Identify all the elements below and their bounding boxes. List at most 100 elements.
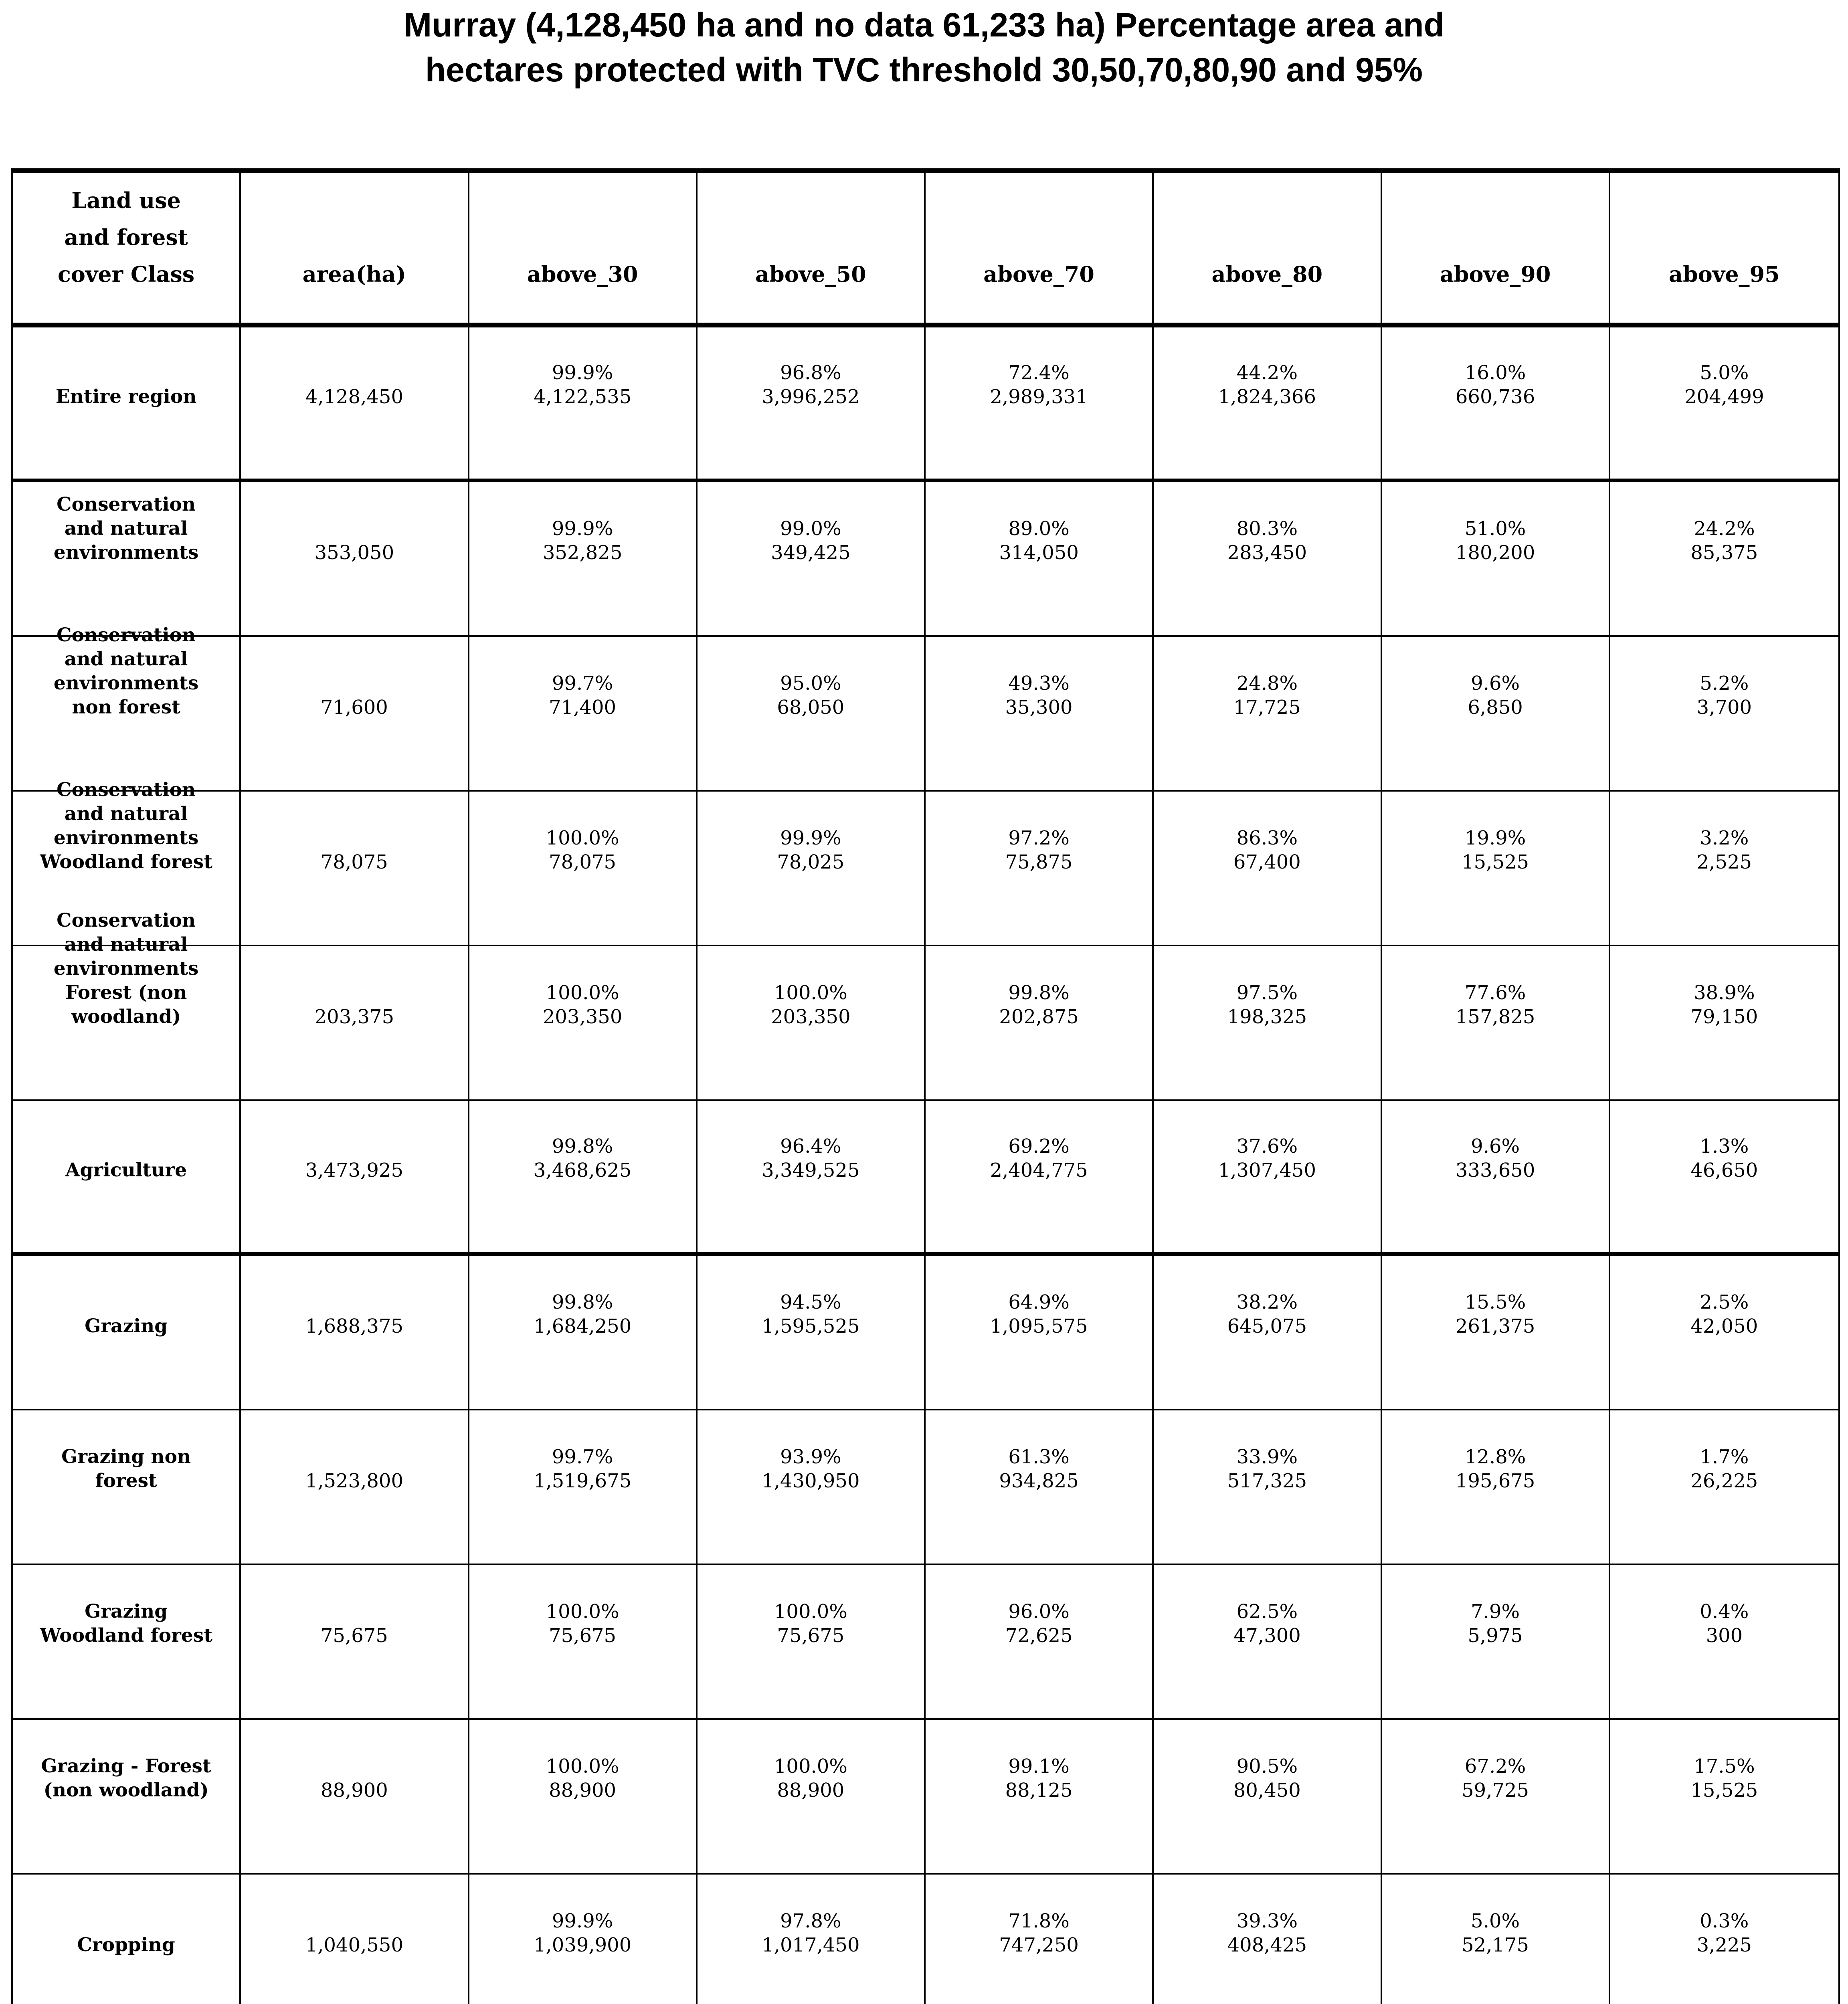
table-cell: 67.2% 59,725 — [1382, 1720, 1610, 1875]
row-label: Agriculture — [65, 1159, 187, 1182]
hectares-value: 202,875 — [999, 1005, 1079, 1028]
percent-value: 99.8% — [552, 1291, 613, 1313]
hectares-value: 15,525 — [1462, 850, 1529, 873]
column-header-cell: Land use and forest cover Class — [13, 173, 241, 327]
table-cell: 12.8% 195,675 — [1382, 1410, 1610, 1565]
percent-value: 17.5% — [1694, 1755, 1755, 1778]
percent-value: 93.9% — [780, 1445, 841, 1468]
hectares-value: 75,875 — [1005, 850, 1073, 873]
percent-value: 61.3% — [1008, 1445, 1070, 1468]
table-cell: 2.5% 42,050 — [1610, 1256, 1838, 1410]
percent-value: 49.3% — [1008, 672, 1070, 695]
page-title: Murray (4,128,450 ha and no data 61,233 … — [0, 2, 1848, 92]
table-cell: 9.6% 6,850 — [1382, 637, 1610, 792]
table-cell: 99.9% 1,039,900 — [469, 1875, 698, 2004]
hectares-value: 198,325 — [1227, 1005, 1307, 1028]
percent-value: 67.2% — [1464, 1755, 1526, 1778]
column-header-cell: above_50 — [697, 173, 926, 327]
percent-value: 97.2% — [1008, 826, 1070, 849]
percent-value: 95.0% — [780, 672, 841, 695]
percent-value: 0.4% — [1700, 1600, 1749, 1623]
column-header-cell: area(ha) — [241, 173, 469, 327]
column-header: Land use and forest cover Class — [58, 187, 195, 287]
hectares-value: 333,650 — [1455, 1159, 1535, 1182]
table-cell: 90.5% 80,450 — [1154, 1720, 1382, 1875]
table-cell: 353,050 — [241, 482, 469, 637]
hectares-value: 78,025 — [777, 850, 845, 873]
hectares-value: 203,350 — [771, 1005, 851, 1028]
row-label: Grazing — [85, 1315, 168, 1337]
hectares-value: 157,825 — [1455, 1005, 1535, 1028]
table-cell: 4,128,450 — [241, 327, 469, 482]
percent-value: 99.8% — [1008, 981, 1070, 1004]
table-cell: 99.8% 202,875 — [926, 946, 1154, 1101]
table-cell: 1,040,550 — [241, 1875, 469, 2004]
table-cell: 49.3% 35,300 — [926, 637, 1154, 792]
percent-value: 99.7% — [552, 672, 613, 695]
table-cell: 94.5% 1,595,525 — [697, 1256, 926, 1410]
area-value: 71,600 — [320, 696, 388, 719]
column-header: above_95 — [1669, 261, 1780, 287]
hectares-value: 67,400 — [1233, 850, 1301, 873]
hectares-value: 645,075 — [1227, 1315, 1307, 1337]
table-cell: 86.3% 67,400 — [1154, 792, 1382, 946]
table-cell: 17.5% 15,525 — [1610, 1720, 1838, 1875]
table-cell: 99.8% 1,684,250 — [469, 1256, 698, 1410]
row-label: Grazing Woodland forest — [40, 1600, 212, 1646]
hectares-value: 47,300 — [1233, 1624, 1301, 1647]
table-cell: 51.0% 180,200 — [1382, 482, 1610, 637]
table-cell: 99.8% 3,468,625 — [469, 1101, 698, 1256]
percent-value: 44.2% — [1236, 362, 1298, 384]
column-header-cell: above_30 — [469, 173, 698, 327]
row-label-cell: Grazing non forest — [13, 1410, 241, 1565]
row-label: Conservation and natural environments Fo… — [53, 909, 199, 1028]
table-cell: 99.7% 1,519,675 — [469, 1410, 698, 1565]
table-cell: 100.0% 203,350 — [697, 946, 926, 1101]
percent-value: 62.5% — [1236, 1600, 1298, 1623]
table-cell: 71,600 — [241, 637, 469, 792]
percent-value: 38.9% — [1694, 981, 1755, 1004]
hectares-value: 26,225 — [1690, 1469, 1758, 1492]
table-cell: 1,523,800 — [241, 1410, 469, 1565]
percent-value: 89.0% — [1008, 517, 1070, 540]
percent-value: 12.8% — [1464, 1445, 1526, 1468]
table-cell: 96.4% 3,349,525 — [697, 1101, 926, 1256]
table-cell: 99.9% 78,025 — [697, 792, 926, 946]
table-cell: 100.0% 75,675 — [469, 1565, 698, 1720]
row-label-cell: Conservation and natural environments Wo… — [13, 779, 241, 946]
table-cell: 100.0% 78,075 — [469, 792, 698, 946]
percent-value: 100.0% — [774, 1600, 847, 1623]
hectares-value: 17,725 — [1233, 696, 1301, 719]
table-cell: 69.2% 2,404,775 — [926, 1101, 1154, 1256]
hectares-value: 68,050 — [777, 696, 845, 719]
percent-value: 100.0% — [546, 1600, 619, 1623]
column-header-cell: above_95 — [1610, 173, 1838, 327]
area-value: 1,523,800 — [305, 1469, 404, 1492]
table-cell: 7.9% 5,975 — [1382, 1565, 1610, 1720]
page-title-line2: hectares protected with TVC threshold 30… — [425, 51, 1423, 89]
percent-value: 51.0% — [1464, 517, 1526, 540]
table-cell: 1.3% 46,650 — [1610, 1101, 1838, 1256]
row-label-cell: Grazing — [13, 1256, 241, 1410]
hectares-value: 1,824,366 — [1218, 386, 1316, 408]
hectares-value: 75,675 — [777, 1624, 845, 1647]
row-label-cell: Grazing - Forest (non woodland) — [13, 1720, 241, 1875]
hectares-value: 747,250 — [999, 1933, 1079, 1956]
table-cell: 5.0% 52,175 — [1382, 1875, 1610, 2004]
percent-value: 5.0% — [1471, 1909, 1520, 1932]
table-cell: 62.5% 47,300 — [1154, 1565, 1382, 1720]
hectares-value: 1,595,525 — [762, 1315, 860, 1337]
area-value: 1,040,550 — [305, 1933, 404, 1956]
table-cell: 5.2% 3,700 — [1610, 637, 1838, 792]
table-cell: 1,688,375 — [241, 1256, 469, 1410]
percent-value: 96.0% — [1008, 1600, 1070, 1623]
percent-value: 77.6% — [1464, 981, 1526, 1004]
table-cell: 100.0% 203,350 — [469, 946, 698, 1101]
hectares-value: 6,850 — [1468, 696, 1523, 719]
hectares-value: 80,450 — [1233, 1779, 1301, 1802]
percent-value: 7.9% — [1471, 1600, 1520, 1623]
hectares-value: 314,050 — [999, 541, 1079, 564]
column-header: above_70 — [983, 261, 1094, 287]
table-cell: 61.3% 934,825 — [926, 1410, 1154, 1565]
area-value: 353,050 — [314, 541, 394, 564]
